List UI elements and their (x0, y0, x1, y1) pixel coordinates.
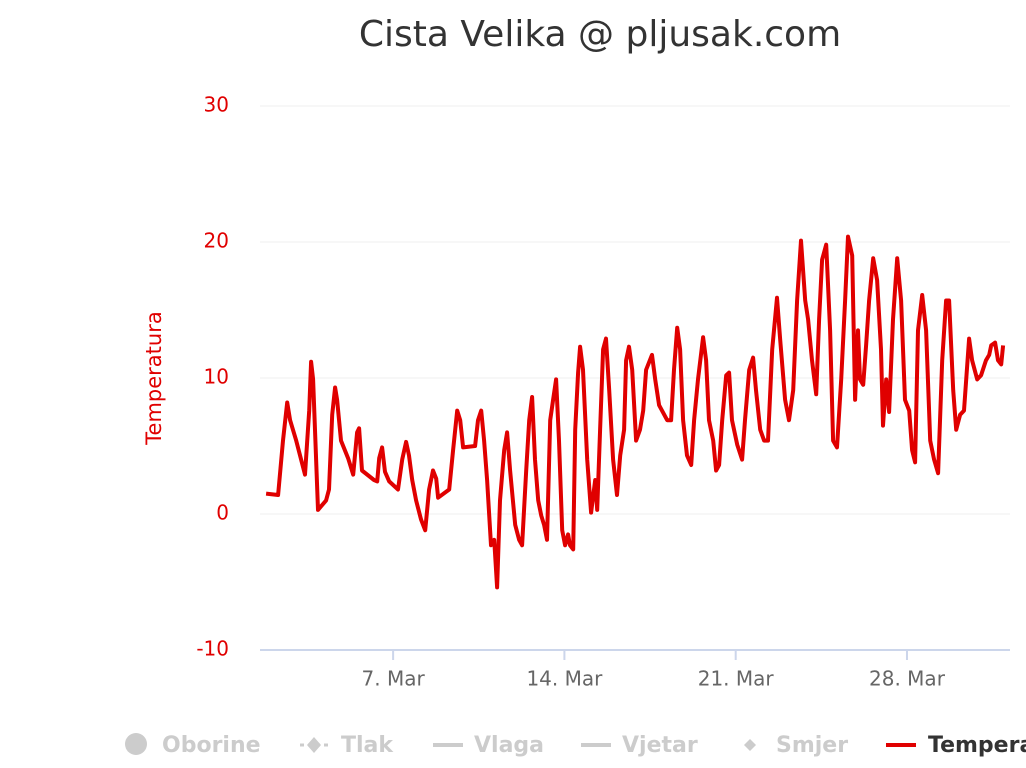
legend: Oborine Tlak Vlaga Vjetar Smjer Temperat… (125, 733, 1026, 758)
legend-label[interactable]: Tlak (341, 733, 394, 758)
x-tick-label: 21. Mar (698, 667, 775, 691)
y-tick-label: 30 (204, 93, 229, 117)
x-tick-label: 7. Mar (362, 667, 426, 691)
legend-item[interactable]: Smjer (744, 733, 848, 758)
temperature-line (265, 234, 1006, 590)
x-tick-label: 28. Mar (869, 667, 946, 691)
legend-item[interactable]: Tlak (300, 733, 394, 758)
y-tick-label: 20 (204, 229, 229, 253)
y-tick-label: -10 (196, 637, 229, 661)
legend-item[interactable]: Oborine (125, 733, 261, 758)
chart-title: Cista Velika @ pljusak.com (359, 14, 841, 55)
legend-label[interactable]: Oborine (162, 733, 261, 758)
legend-label[interactable]: Temperatura (928, 733, 1026, 758)
y-tick-label: 10 (204, 365, 229, 389)
legend-item[interactable]: Temperatura (886, 733, 1026, 758)
x-tick-label: 14. Mar (526, 667, 603, 691)
legend-item[interactable]: Vlaga (433, 733, 544, 758)
legend-symbol (744, 739, 756, 751)
legend-label[interactable]: Vjetar (622, 733, 698, 758)
legend-item[interactable]: Vjetar (581, 733, 698, 758)
legend-label[interactable]: Smjer (776, 733, 848, 758)
legend-symbol (125, 733, 147, 755)
legend-label[interactable]: Vlaga (474, 733, 544, 758)
y-axis-title: Temperatura (142, 311, 166, 445)
legend-symbol (307, 737, 321, 753)
y-tick-label: 0 (216, 501, 229, 525)
